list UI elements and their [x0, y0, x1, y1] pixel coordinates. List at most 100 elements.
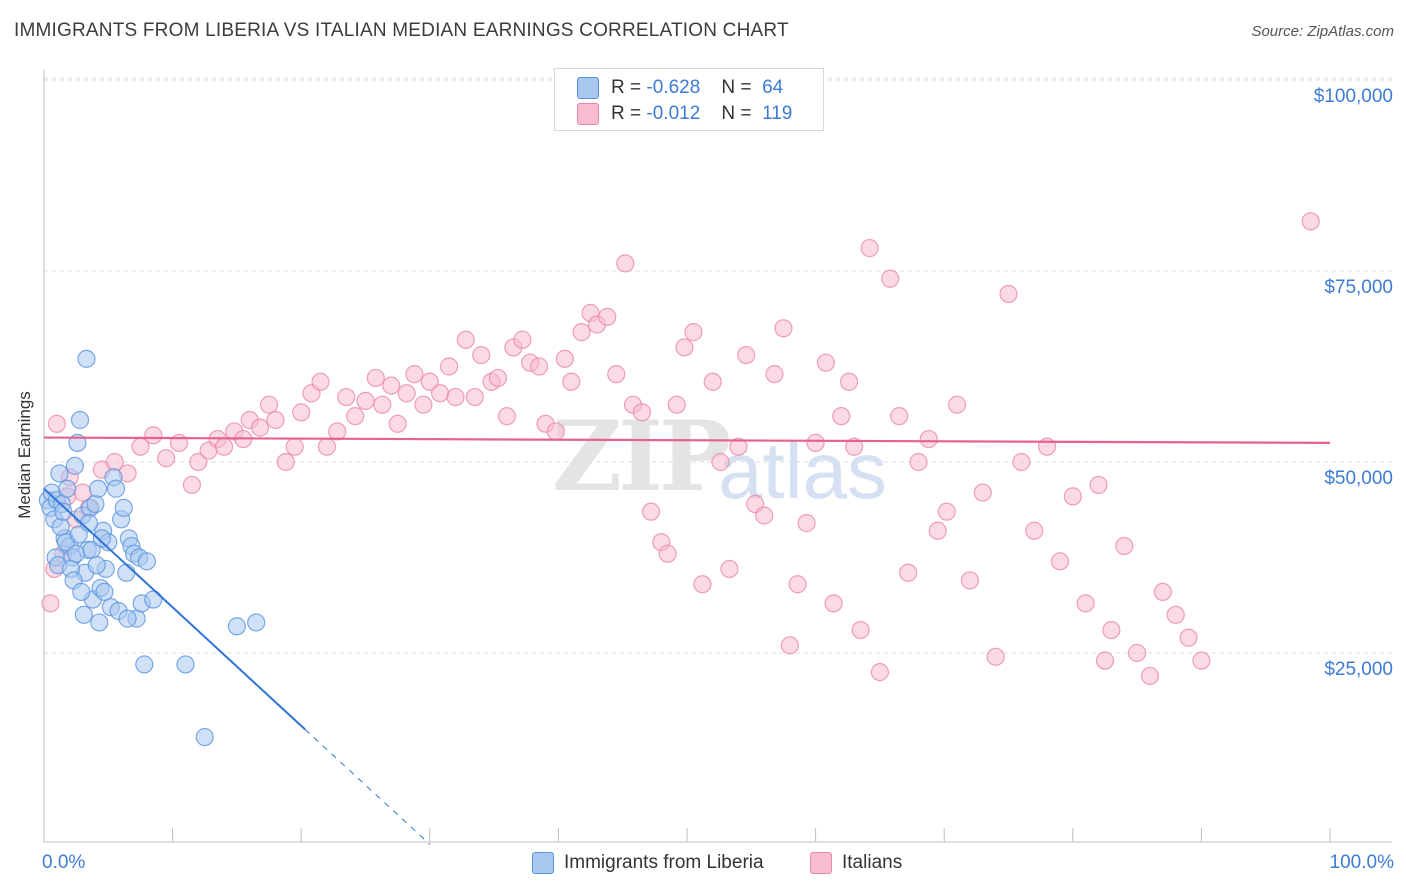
legend-n-label: N = [721, 77, 752, 99]
point-liberia [69, 525, 88, 544]
legend-swatch-blue [577, 77, 599, 99]
point-italians [1089, 475, 1108, 495]
source-label: Source: ZipAtlas.com [1251, 23, 1394, 40]
point-italians [598, 307, 617, 326]
point-liberia [137, 552, 156, 571]
point-italians [1115, 536, 1134, 556]
point-italians [346, 407, 365, 426]
legend-n-value: 64 [762, 77, 784, 99]
point-italians [632, 403, 652, 422]
x-tick-label-max: 100.0% [1329, 852, 1394, 873]
point-italians [292, 403, 311, 422]
point-italians [439, 357, 459, 376]
point-liberia [195, 727, 214, 747]
point-italians [1076, 594, 1095, 613]
point-liberia [65, 456, 84, 475]
point-italians [1301, 212, 1320, 231]
bottom-legend-italians: Italians [810, 852, 902, 874]
point-liberia [90, 613, 109, 632]
point-italians [182, 475, 201, 495]
point-italians [851, 620, 870, 640]
point-italians [870, 662, 890, 682]
legend-r-label: R = [611, 103, 642, 125]
point-italians [497, 407, 517, 426]
point-italians [737, 345, 756, 365]
trend-line-liberia [43, 488, 306, 731]
point-italians [684, 323, 703, 342]
point-italians [960, 571, 980, 590]
stats-legend: R = -0.628 N = 64 R = -0.012 N = 119 [554, 68, 824, 131]
trend-line-italians [43, 436, 1331, 444]
point-italians [797, 514, 816, 533]
point-italians [420, 372, 439, 391]
point-liberia [86, 494, 105, 514]
point-italians [806, 433, 825, 452]
point-italians [899, 563, 918, 582]
bottom-legend-label: Italians [842, 852, 903, 874]
bottom-legend-liberia: Immigrants from Liberia [532, 852, 764, 874]
point-italians [366, 368, 385, 388]
point-italians [909, 452, 928, 472]
point-liberia [50, 464, 69, 483]
point-italians [397, 384, 416, 403]
point-liberia [247, 613, 266, 632]
point-italians [572, 323, 591, 342]
point-italians [530, 357, 549, 376]
point-italians [839, 372, 859, 391]
point-italians [388, 414, 407, 433]
point-italians [720, 559, 739, 579]
point-italians [446, 387, 465, 407]
y-tick-label-25000: $25,000 [1324, 659, 1393, 680]
point-italians [824, 594, 843, 613]
x-tick-label-min: 0.0% [42, 852, 86, 873]
point-liberia [87, 556, 106, 575]
point-italians [337, 387, 356, 407]
point-italians [513, 330, 532, 349]
point-liberia [227, 617, 246, 636]
point-italians [937, 502, 956, 521]
y-tick-label-75000: $75,000 [1324, 277, 1393, 298]
point-italians [555, 349, 574, 368]
point-italians [999, 284, 1018, 304]
point-liberia [118, 609, 137, 628]
point-liberia [144, 590, 163, 609]
point-italians [266, 410, 285, 430]
point-liberia [77, 349, 96, 368]
point-liberia [176, 655, 195, 674]
point-italians [845, 437, 864, 456]
point-italians [667, 395, 686, 414]
point-italians [488, 368, 508, 388]
point-italians [881, 269, 900, 288]
point-italians [1153, 582, 1172, 601]
y-tick-label-100000: $100,000 [1313, 86, 1393, 107]
y-tick-label-50000: $50,000 [1324, 468, 1393, 489]
point-liberia [67, 544, 86, 563]
point-italians [616, 254, 635, 273]
point-italians [157, 449, 176, 468]
point-italians [711, 452, 730, 472]
point-italians [729, 437, 748, 456]
point-italians [562, 372, 581, 391]
point-italians [259, 395, 279, 414]
point-italians [675, 338, 694, 357]
point-italians [919, 429, 938, 449]
point-italians [1025, 521, 1044, 540]
point-liberia [54, 502, 73, 521]
point-italians [214, 437, 234, 456]
point-liberia [117, 563, 136, 582]
legend-r-value: -0.628 [646, 77, 701, 99]
trend-line-liberia-extension [304, 729, 431, 845]
point-italians [860, 238, 879, 258]
point-italians [472, 345, 491, 365]
bottom-legend-swatch-pink [810, 852, 832, 874]
point-italians [607, 365, 626, 384]
point-italians [832, 407, 851, 426]
legend-swatch-pink [577, 103, 599, 125]
point-italians [774, 319, 793, 338]
chart-title: IMMIGRANTS FROM LIBERIA VS ITALIAN MEDIA… [14, 20, 789, 41]
point-italians [1012, 452, 1031, 472]
point-italians [788, 575, 807, 594]
point-italians [693, 575, 712, 594]
point-italians [285, 437, 304, 456]
point-liberia [95, 582, 114, 601]
